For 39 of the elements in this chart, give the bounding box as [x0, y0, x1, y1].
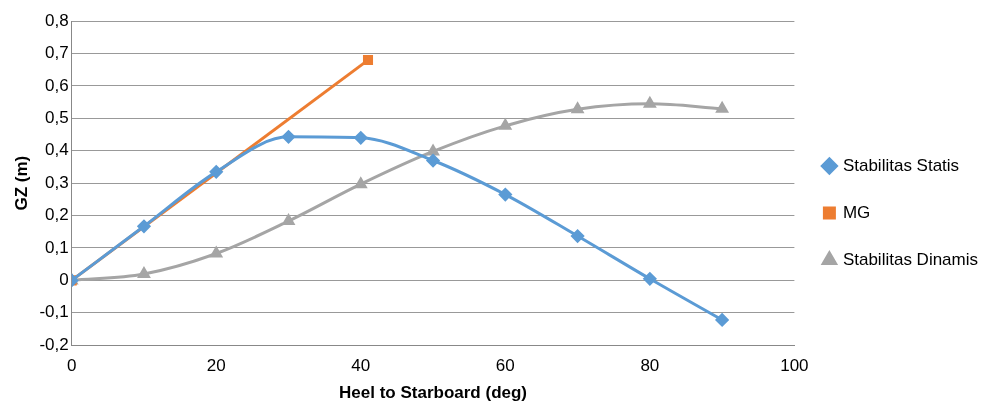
- point: [571, 102, 584, 114]
- y-tick-label: -0,2: [39, 334, 69, 354]
- point: [209, 165, 223, 179]
- point: [282, 214, 295, 226]
- point: [354, 131, 368, 145]
- x-tick-label: 20: [206, 356, 226, 376]
- y-tick-label: 0,2: [45, 205, 69, 225]
- point: [138, 267, 150, 278]
- y-tick-label: 0,6: [45, 75, 69, 95]
- point: [426, 154, 440, 168]
- point: [715, 313, 729, 327]
- x-tick-label: 80: [640, 356, 660, 376]
- point: [282, 130, 295, 144]
- point: [571, 229, 585, 243]
- y-tick-label: 0,4: [45, 140, 69, 160]
- point: [354, 177, 367, 189]
- x-tick-label: 40: [351, 356, 371, 376]
- point: [498, 188, 512, 202]
- legend-label: MG: [842, 202, 871, 222]
- x-axis-title: Heel to Starboard (deg): [339, 383, 528, 403]
- y-tick-label: -0,1: [39, 302, 69, 322]
- x-tick-label: 60: [495, 356, 515, 376]
- y-tick-label: 0,1: [45, 237, 69, 257]
- y-tick-label: 0,8: [45, 10, 69, 30]
- y-tick-label: 0,3: [45, 172, 69, 192]
- legend-label: Stabilitas Statis: [842, 155, 960, 175]
- legend-label: Stabilitas Dinamis: [842, 249, 979, 269]
- point: [499, 119, 512, 130]
- point: [644, 97, 656, 108]
- y-axis-title: GZ (m): [11, 155, 31, 211]
- y-tick-label: 0,7: [45, 43, 69, 63]
- point: [427, 144, 439, 156]
- point: [716, 102, 728, 113]
- y-tick-label: 0,5: [45, 108, 69, 128]
- x-tick-label: 100: [780, 356, 809, 376]
- point: [643, 272, 657, 286]
- y-tick-label: 0: [59, 270, 69, 290]
- point: [137, 219, 151, 233]
- point: [362, 55, 374, 66]
